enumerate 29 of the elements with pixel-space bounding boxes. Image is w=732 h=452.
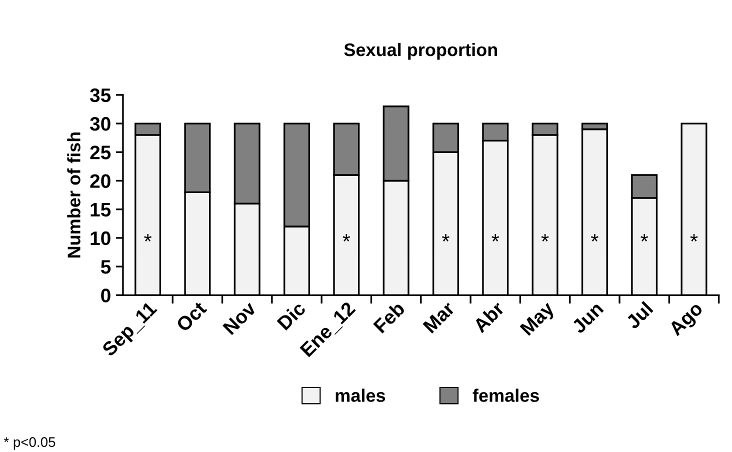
data-label: *: [492, 234, 500, 242]
y-tick-label: 15: [90, 203, 111, 217]
data-label: *: [690, 234, 698, 242]
x-tick-label: Jul: [624, 300, 654, 330]
text: * p<0.05: [4, 437, 56, 450]
y-axis-title: Number of fish: [67, 132, 80, 258]
y-tick-label: 20: [90, 174, 110, 188]
legend-label: females: [472, 388, 539, 402]
data-label: *: [442, 234, 450, 242]
x-tick-label: Oct: [175, 300, 208, 332]
x-tick-label: Abr: [472, 300, 506, 334]
y-tick-label: 10: [90, 231, 110, 246]
y-tick-label: 25: [90, 146, 111, 160]
data-label: *: [342, 234, 350, 242]
x-tick-label: Nov: [222, 300, 258, 336]
y-tick-label: 30: [90, 116, 110, 131]
x-tick-label: Ago: [668, 301, 706, 340]
data-label: *: [640, 234, 648, 242]
chart-title: Sexual proportion: [344, 42, 498, 60]
y-tick-label: 0: [101, 288, 110, 302]
x-tick-label: Mar: [422, 300, 456, 334]
data-label: *: [590, 234, 598, 242]
y-tick-label: 35: [90, 88, 111, 102]
y-tick-label: 5: [100, 260, 111, 274]
legend-label: males: [336, 388, 386, 402]
data-label: *: [144, 234, 152, 242]
x-tick-label: Jun: [570, 301, 604, 334]
data-label: *: [541, 234, 549, 242]
x-tick-label: Feb: [372, 300, 406, 334]
